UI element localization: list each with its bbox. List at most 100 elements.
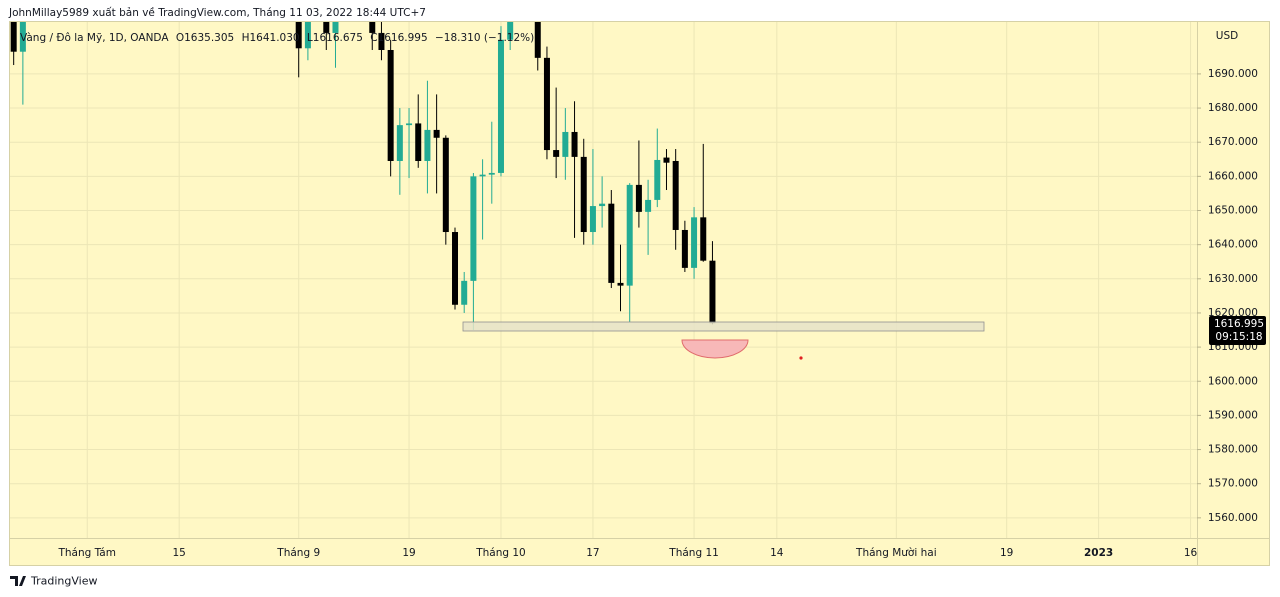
plot-area xyxy=(10,0,985,360)
legend-open: O1635.305 xyxy=(176,32,234,44)
candle-body xyxy=(295,22,302,49)
candle xyxy=(396,108,403,195)
candle xyxy=(635,140,642,228)
x-tick-label: 19 xyxy=(402,547,415,559)
arc-drawing xyxy=(681,339,749,359)
bar-countdown: 09:15:18 xyxy=(1215,331,1262,343)
candle-body xyxy=(534,22,541,58)
publisher-line: JohnMillay5989 xuất bản về TradingView.c… xyxy=(8,7,426,19)
candle xyxy=(433,94,440,194)
x-tick-label: 15 xyxy=(172,547,185,559)
x-tick-label: 14 xyxy=(770,547,784,559)
axes: 1560.000 1570.000 1580.000 1590.000 1600.000… xyxy=(57,68,1258,559)
candle-body xyxy=(562,131,569,157)
candle xyxy=(461,271,468,313)
candle-body xyxy=(681,229,688,268)
candle xyxy=(700,143,707,262)
candle-body xyxy=(626,184,633,286)
legend-change: −18.310 (−1.12%) xyxy=(435,32,534,44)
y-tick-label: 1660.000 xyxy=(1208,170,1258,182)
x-tick-label: Tháng Mười hai xyxy=(855,547,937,559)
legend-low: L1616.675 xyxy=(307,32,363,44)
y-tick-label: 1690.000 xyxy=(1208,68,1258,80)
y-tick-label: 1570.000 xyxy=(1208,478,1258,490)
y-tick-label: 1580.000 xyxy=(1208,444,1258,456)
candle xyxy=(424,80,431,194)
candle-body xyxy=(654,159,661,200)
last-price: 1616.995 xyxy=(1214,318,1264,330)
candle xyxy=(516,0,522,12)
symbol-name: Vàng / Đô la Mỹ, 1D, OANDA xyxy=(20,32,169,44)
y-tick-label: 1590.000 xyxy=(1208,409,1258,421)
candle xyxy=(543,46,550,160)
candle-body xyxy=(369,22,376,33)
candle xyxy=(681,220,688,272)
candle xyxy=(534,22,541,71)
candle-body xyxy=(479,174,486,177)
x-tick-label: 19 xyxy=(1000,547,1013,559)
candle-body xyxy=(332,22,339,33)
candle xyxy=(19,22,26,105)
point-marker xyxy=(799,356,803,360)
candle xyxy=(589,149,596,245)
candle xyxy=(470,172,477,331)
candle-body xyxy=(700,217,707,261)
support-zone xyxy=(462,321,985,332)
candle xyxy=(626,183,633,322)
candle xyxy=(369,22,376,51)
candle-body xyxy=(672,160,679,230)
candle-body xyxy=(461,280,468,305)
x-tick-label: Tháng Tám xyxy=(57,547,116,559)
candle xyxy=(599,176,606,228)
candle-body xyxy=(543,57,550,151)
legend-high: H1641.030 xyxy=(242,32,300,44)
candle xyxy=(672,149,679,250)
candle-body xyxy=(589,206,596,233)
candle xyxy=(415,94,422,168)
candle-body xyxy=(608,203,615,283)
legend-close: C1616.995 xyxy=(370,32,427,44)
candle-body xyxy=(691,217,698,268)
candle xyxy=(553,87,560,179)
y-tick-label: 1670.000 xyxy=(1208,136,1258,148)
candle xyxy=(323,22,330,51)
logo-icon xyxy=(10,576,26,586)
candle-body xyxy=(470,176,477,281)
last-price-box xyxy=(1209,316,1266,345)
footer-logo: TradingView xyxy=(10,575,97,588)
candle-body xyxy=(617,282,624,286)
candle-body xyxy=(663,157,670,163)
candle xyxy=(304,22,311,61)
candle-body xyxy=(323,22,330,33)
candle-body xyxy=(645,199,652,212)
candle xyxy=(378,22,385,61)
candle-body xyxy=(709,260,716,324)
candle-body xyxy=(415,123,422,161)
candle-body xyxy=(580,156,587,233)
x-tick-label: Tháng 9 xyxy=(276,547,320,559)
candle xyxy=(351,0,357,2)
y-tick-label: 1640.000 xyxy=(1208,239,1258,251)
candle-body xyxy=(553,150,560,157)
candle-body xyxy=(488,172,495,175)
candle-body xyxy=(314,0,320,6)
y-tick-label: 1620.000 xyxy=(1208,307,1258,319)
footer-brand: TradingView xyxy=(30,575,97,588)
x-tick-label: 17 xyxy=(586,547,599,559)
candle xyxy=(691,207,698,279)
symbol-legend: Vàng / Đô la Mỹ, 1D, OANDA O1635.305 H16… xyxy=(20,32,534,44)
chart-frame xyxy=(9,21,1270,566)
candle-body xyxy=(507,22,514,40)
y-tick-label: 1650.000 xyxy=(1208,205,1258,217)
candle xyxy=(562,108,569,180)
candle xyxy=(617,244,624,312)
candle xyxy=(488,121,495,204)
candle xyxy=(507,22,514,51)
x-tick-label: 2023 xyxy=(1084,547,1113,559)
candle-body xyxy=(452,232,459,305)
candle xyxy=(709,241,716,325)
y-tick-label: 1680.000 xyxy=(1208,102,1258,114)
candle xyxy=(332,22,339,68)
